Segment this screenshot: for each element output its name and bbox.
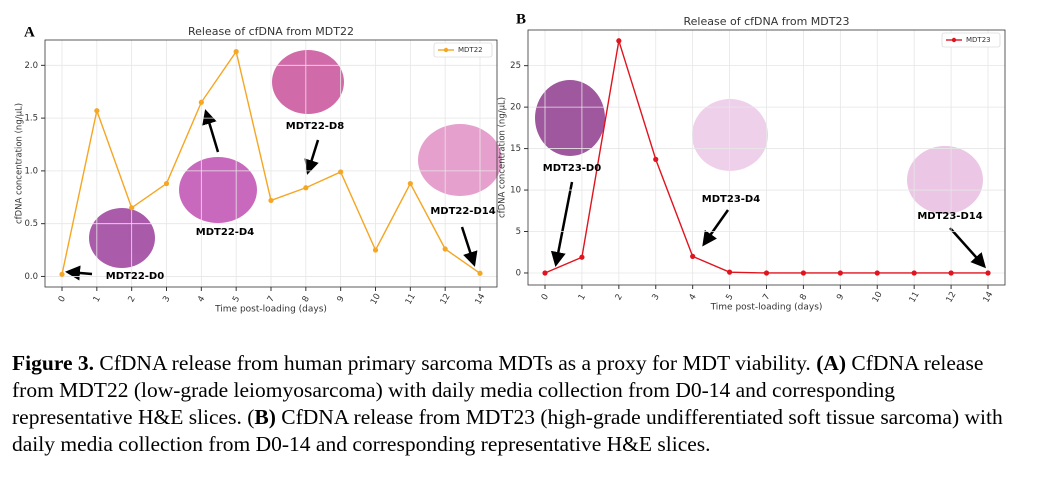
data-point xyxy=(59,271,65,277)
x-tick-label: 12 xyxy=(944,290,958,304)
x-tick-label: 1 xyxy=(577,292,588,302)
data-point xyxy=(372,247,379,253)
y-axis-label: cfDNA concentration (ng/μL) xyxy=(498,97,508,218)
x-tick-label: 8 xyxy=(301,294,312,304)
panel-label: A xyxy=(24,24,35,40)
data-point xyxy=(542,270,548,276)
panel-label: B xyxy=(516,11,526,27)
data-point xyxy=(94,108,100,114)
x-tick-label: 12 xyxy=(439,292,453,306)
data-point xyxy=(911,270,917,276)
data-point xyxy=(985,270,991,276)
data-point xyxy=(800,270,807,276)
annotation: MDT22-D4 xyxy=(196,227,254,238)
x-tick-label: 2 xyxy=(614,292,625,302)
annotation: MDT22-D0 xyxy=(106,271,164,282)
data-point xyxy=(233,49,239,55)
data-point xyxy=(763,270,770,276)
x-tick-label: 9 xyxy=(835,292,846,302)
y-tick-label: 15 xyxy=(510,144,521,154)
x-tick-label: 5 xyxy=(231,294,242,304)
data-point xyxy=(726,269,733,275)
caption-text: CfDNA release from human primary sarcoma… xyxy=(94,351,817,375)
x-axis-label: Time post-loading (days) xyxy=(214,305,327,315)
x-tick-label: 8 xyxy=(798,292,809,302)
arrows xyxy=(65,109,987,281)
legend-label: MDT23 xyxy=(966,36,991,44)
x-tick-label: 3 xyxy=(650,292,661,302)
caption: Figure 3. CfDNA release from human prima… xyxy=(12,350,1012,458)
x-tick-label: 14 xyxy=(473,292,487,306)
annotation: MDT22-D8 xyxy=(286,121,344,132)
data-point xyxy=(837,270,843,276)
y-tick-label: 25 xyxy=(510,61,521,71)
x-tick-label: 2 xyxy=(126,294,137,304)
y-tick-label: 0 xyxy=(516,268,521,278)
y-tick-label: 2.0 xyxy=(24,61,38,71)
annotation: MDT22-D14 xyxy=(430,206,495,217)
x-tick-label: 7 xyxy=(761,292,772,302)
data-point xyxy=(129,205,135,211)
plot-frame xyxy=(527,29,1006,286)
caption-text: (A) xyxy=(816,351,847,375)
data-point xyxy=(690,253,696,259)
caption-text: CfDNA release from MDT22 (low-grade leio… xyxy=(12,351,984,429)
legend-box xyxy=(941,32,1001,48)
data-point xyxy=(874,270,880,276)
legend-marker xyxy=(443,47,449,53)
data-point xyxy=(442,246,448,252)
annotation: MDT23-D0 xyxy=(543,163,601,174)
y-tick-label: 10 xyxy=(510,186,521,196)
plot-frame xyxy=(44,39,498,288)
x-tick-label: 3 xyxy=(161,294,172,304)
y-tick-label: 5 xyxy=(516,227,521,237)
x-tick-label: 5 xyxy=(724,292,735,302)
y-axis-label: cfDNA concentration (ng/μL) xyxy=(15,103,25,224)
x-tick-label: 11 xyxy=(908,290,922,304)
x-tick-label: 4 xyxy=(687,292,698,302)
legend-box xyxy=(433,42,493,58)
data-point xyxy=(303,185,309,191)
chart-title: Release of cfDNA from MDT23 xyxy=(684,15,850,28)
data-point xyxy=(948,270,954,276)
data-point xyxy=(579,254,585,260)
data-point xyxy=(653,156,659,162)
data-point xyxy=(616,38,622,44)
x-tick-label: 4 xyxy=(196,294,207,304)
data-point xyxy=(163,180,170,187)
data-point xyxy=(477,270,483,276)
figure: A Release of cfDNA from MDT22 0.0 0.5 1.0 1.5… xyxy=(15,11,1006,315)
caption-text: B) xyxy=(254,405,276,429)
annotation: MDT23-D14 xyxy=(917,211,982,222)
caption-text: CfDNA release from MDT23 (high-grade und… xyxy=(12,405,1003,456)
y-tick-label: 1.5 xyxy=(24,114,38,124)
x-tick-label: 10 xyxy=(871,290,885,304)
data-point xyxy=(198,99,204,105)
data-point xyxy=(338,169,344,175)
data-point xyxy=(407,180,413,187)
x-tick-label: 1 xyxy=(92,294,103,304)
data-point xyxy=(268,197,274,204)
x-tick-label: 0 xyxy=(540,292,551,302)
x-tick-label: 7 xyxy=(266,294,277,304)
y-tick-label: 0.5 xyxy=(24,219,38,229)
y-tick-label: 1.0 xyxy=(24,166,38,176)
legend-marker xyxy=(951,37,957,43)
x-tick-label: 0 xyxy=(57,294,68,304)
x-tick-label: 14 xyxy=(981,290,995,304)
chart-title: Release of cfDNA from MDT22 xyxy=(188,25,354,38)
y-tick-label: 0.0 xyxy=(24,272,38,282)
x-tick-label: 9 xyxy=(335,294,346,304)
legend-label: MDT22 xyxy=(458,46,483,54)
tissue-images xyxy=(89,50,983,268)
x-axis-label: Time post-loading (days) xyxy=(710,303,823,313)
caption-text: Figure 3. xyxy=(12,351,95,375)
annotation: MDT23-D4 xyxy=(702,194,760,205)
x-tick-label: 10 xyxy=(369,292,383,306)
x-tick-label: 11 xyxy=(404,292,418,306)
y-tick-label: 20 xyxy=(510,103,521,113)
